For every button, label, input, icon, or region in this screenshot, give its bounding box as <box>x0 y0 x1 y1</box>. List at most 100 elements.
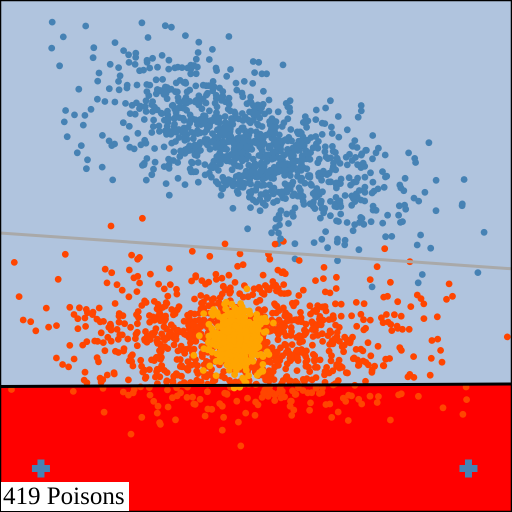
blue-point <box>238 110 246 117</box>
blue-point <box>270 184 278 192</box>
orange-point <box>433 313 441 321</box>
blue-point <box>175 134 183 141</box>
blue-point <box>149 54 157 62</box>
orange-point <box>266 255 274 263</box>
blue-point <box>188 129 196 136</box>
blue-point <box>141 136 149 144</box>
plus-markers <box>31 459 478 478</box>
orange-point <box>259 271 267 279</box>
blue-point <box>325 169 333 177</box>
orange-point <box>407 303 415 310</box>
orange-point <box>269 368 277 375</box>
blue-point <box>222 123 230 130</box>
blue-point <box>361 173 369 181</box>
orange-point <box>420 315 428 322</box>
blue-point <box>474 269 482 276</box>
poison-point <box>212 372 220 379</box>
blue-point <box>150 116 158 124</box>
orange-point <box>348 312 355 320</box>
blue-point <box>327 198 334 205</box>
blue-point <box>155 122 163 130</box>
blue-point <box>255 152 263 159</box>
orange-point <box>95 304 103 312</box>
blue-point <box>230 148 238 156</box>
blue-point <box>169 101 177 109</box>
blue-point <box>133 81 141 89</box>
orange-point <box>343 336 351 344</box>
blue-point <box>282 195 289 203</box>
orange-point <box>373 399 381 406</box>
orange-point <box>312 277 319 284</box>
blue-point <box>249 58 257 65</box>
poison-count-label: 419 Poisons <box>1 482 129 511</box>
blue-point <box>259 175 267 183</box>
orange-point <box>308 389 316 397</box>
blue-point <box>242 170 249 178</box>
poison-point <box>222 298 230 306</box>
blue-point <box>194 159 202 166</box>
blue-point <box>131 110 139 118</box>
blue-point <box>333 179 340 187</box>
orange-point <box>164 292 172 300</box>
orange-point <box>267 388 274 395</box>
blue-point <box>197 116 204 123</box>
orange-point <box>342 369 350 377</box>
blue-point <box>256 196 264 203</box>
blue-point <box>181 78 189 86</box>
blue-point <box>105 137 113 145</box>
blue-point <box>125 122 133 130</box>
blue-point <box>136 67 144 75</box>
orange-point <box>66 342 74 349</box>
orange-point <box>286 402 294 410</box>
orange-point <box>284 347 292 354</box>
blue-point <box>206 145 214 153</box>
blue-point <box>374 185 382 193</box>
orange-point <box>338 343 346 350</box>
blue-point <box>327 212 334 220</box>
blue-point <box>56 62 63 70</box>
orange-point <box>139 214 146 222</box>
blue-point <box>334 235 341 243</box>
orange-point <box>271 240 279 248</box>
orange-point <box>340 348 347 356</box>
orange-point <box>107 326 115 334</box>
orange-point <box>15 293 23 300</box>
blue-point <box>254 120 261 128</box>
orange-point <box>449 292 456 300</box>
orange-point <box>82 306 90 313</box>
blue-point <box>192 70 200 78</box>
orange-point <box>152 325 160 333</box>
orange-point <box>115 318 123 326</box>
orange-point <box>101 347 109 355</box>
orange-point <box>288 412 296 419</box>
blue-point <box>160 143 168 151</box>
blue-point <box>358 150 366 158</box>
orange-point <box>175 303 183 311</box>
orange-point <box>180 317 188 325</box>
blue-point <box>83 165 90 173</box>
blue-point <box>276 221 283 229</box>
blue-point <box>335 218 342 225</box>
blue-point <box>246 98 254 105</box>
blue-point <box>432 207 440 215</box>
blue-point <box>318 176 325 184</box>
blue-point <box>363 146 370 154</box>
orange-point <box>269 309 276 317</box>
blue-point <box>372 149 380 157</box>
orange-point <box>97 378 105 386</box>
blue-point <box>168 139 176 147</box>
orange-point <box>158 353 165 361</box>
orange-point <box>322 307 330 315</box>
orange-point <box>166 281 174 288</box>
orange-point <box>345 391 352 399</box>
blue-point <box>267 174 275 182</box>
orange-point <box>103 371 111 379</box>
orange-point <box>134 255 142 263</box>
orange-point <box>93 354 101 362</box>
plus-marker <box>459 459 478 478</box>
blue-point <box>190 62 198 69</box>
orange-point <box>170 372 178 380</box>
blue-point <box>149 123 157 130</box>
blue-point <box>203 91 210 99</box>
